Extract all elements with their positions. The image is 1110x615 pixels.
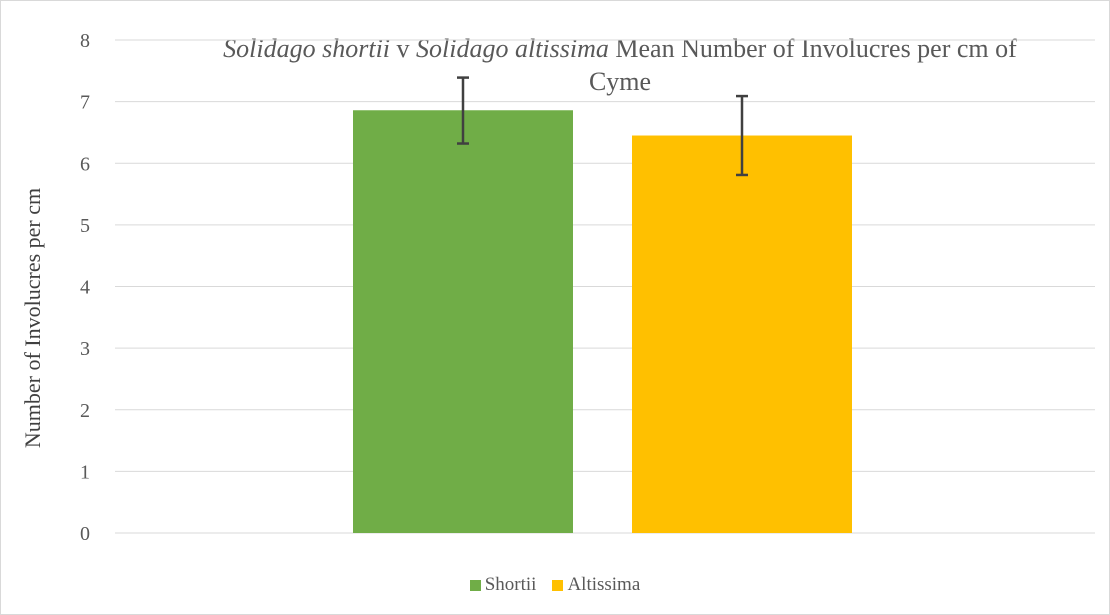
title-connector: v bbox=[396, 34, 410, 63]
error-bar-altissima bbox=[736, 94, 748, 177]
y-tick-label: 8 bbox=[80, 30, 90, 52]
error-bars bbox=[457, 76, 748, 177]
y-tick-label: 1 bbox=[80, 461, 90, 483]
bar-shortii bbox=[353, 110, 573, 533]
chart-title: Solidago shortii v Solidago altissima Me… bbox=[190, 32, 1050, 98]
y-tick-label: 3 bbox=[80, 338, 90, 360]
y-tick-label: 0 bbox=[80, 523, 90, 545]
legend-label: Altissima bbox=[567, 574, 641, 595]
y-tick-label: 5 bbox=[80, 215, 90, 237]
legend-item-shortii: Shortii bbox=[469, 574, 537, 596]
y-tick-label: 4 bbox=[80, 277, 90, 299]
bar-altissima bbox=[632, 135, 852, 534]
y-tick-labels: 0 1 2 3 4 5 6 7 8 bbox=[80, 30, 90, 545]
title-species-a: Solidago shortii bbox=[223, 34, 391, 63]
bars bbox=[353, 110, 852, 534]
legend-swatch bbox=[552, 579, 564, 591]
title-rest: Mean Number of Involucres per cm of Cyme bbox=[588, 34, 1017, 96]
error-bar-shortii bbox=[457, 76, 469, 145]
y-tick-label: 7 bbox=[80, 92, 90, 114]
y-axis-label: Number of Involucres per cm bbox=[20, 188, 45, 448]
legend: Shortii Altissima bbox=[0, 574, 1110, 596]
title-species-b: Solidago altissima bbox=[416, 34, 609, 63]
gridlines bbox=[115, 39, 1095, 534]
legend-swatch bbox=[469, 579, 481, 591]
legend-label: Shortii bbox=[484, 574, 537, 595]
y-tick-label: 6 bbox=[80, 153, 90, 175]
legend-item-altissima: Altissima bbox=[552, 574, 640, 596]
y-tick-label: 2 bbox=[80, 400, 90, 422]
